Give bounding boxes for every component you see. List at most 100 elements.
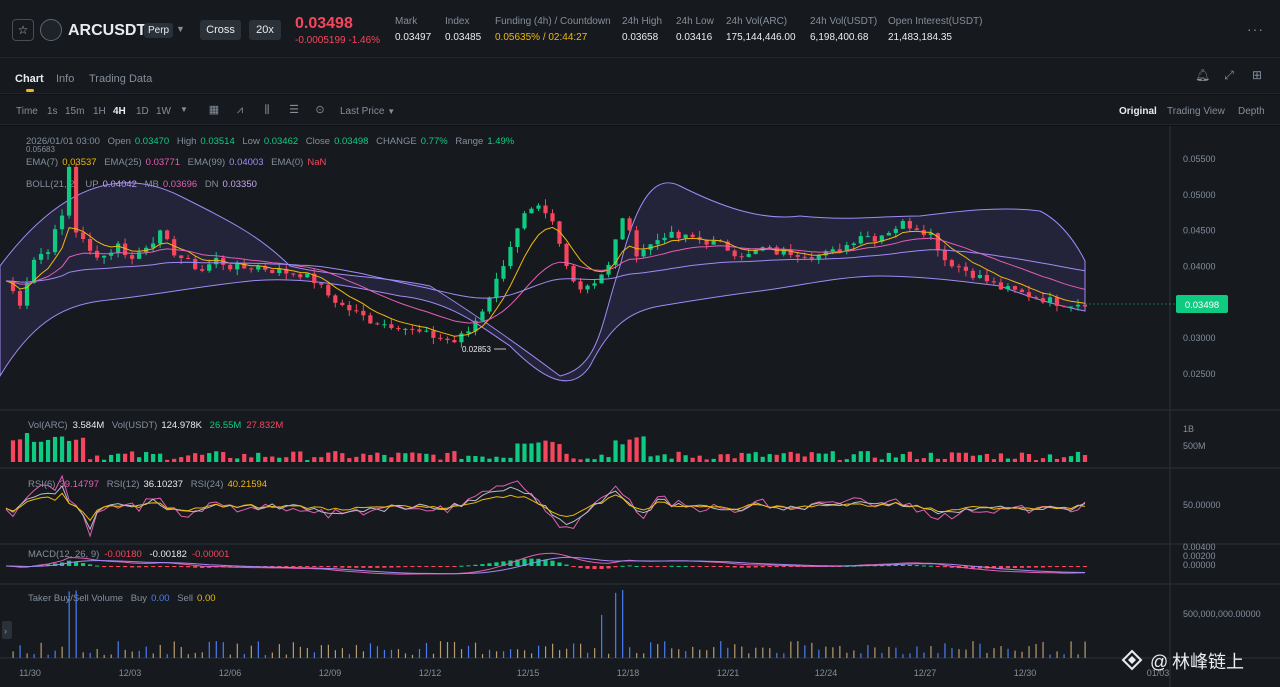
- candle-type-icon[interactable]: ⫼: [264, 104, 270, 116]
- candle-body: [501, 266, 506, 279]
- bollinger-band: [0, 182, 1086, 382]
- chevron-down-icon[interactable]: ▼: [176, 24, 185, 34]
- volume-bar: [249, 457, 254, 462]
- clock-icon[interactable]: ⊙: [315, 104, 325, 116]
- candle-body: [963, 266, 968, 271]
- macd-bar: [480, 564, 485, 566]
- taker-bar: [96, 648, 98, 658]
- taker-bar: [341, 648, 344, 658]
- taker-bar: [1056, 651, 1058, 658]
- volume-bar: [977, 455, 983, 462]
- layout-grid-icon[interactable]: ⊞: [1251, 68, 1263, 82]
- fullscreen-icon[interactable]: ⤢: [1224, 68, 1234, 82]
- candle-body: [879, 235, 884, 242]
- view-trading-view[interactable]: Trading View: [1167, 106, 1225, 117]
- candle-body: [130, 255, 135, 259]
- price-type-select[interactable]: Last Price ▼: [340, 106, 396, 117]
- candle-body: [1047, 297, 1053, 303]
- high-marker-label: 0.05683: [26, 145, 55, 154]
- leverage-button[interactable]: 20x: [249, 20, 281, 40]
- macd-bar: [949, 566, 954, 568]
- taker-axis: 500,000,000.00000: [1183, 609, 1261, 619]
- ohlc-legend: 2026/01/01 03:00 Open 0.03470 High 0.03514…: [26, 136, 515, 147]
- taker-bar: [734, 644, 736, 658]
- more-options-icon[interactable]: ···: [1247, 21, 1264, 37]
- taker-bar: [89, 652, 91, 658]
- candle-body: [1026, 292, 1032, 298]
- taker-bar: [692, 646, 694, 658]
- candle-body: [389, 324, 394, 329]
- volume-bar: [410, 452, 415, 462]
- macd-bar: [123, 566, 128, 568]
- price-axis-tick: 0.05500: [1183, 154, 1216, 164]
- taker-bar: [453, 641, 456, 658]
- settings-sliders-icon[interactable]: ☰: [289, 104, 299, 116]
- macd-bar: [599, 566, 604, 569]
- macd-bar: [158, 566, 163, 567]
- view-original[interactable]: Original: [1119, 106, 1157, 117]
- candle-body: [38, 253, 44, 260]
- volume-bar: [144, 452, 149, 462]
- volume-bar: [907, 451, 912, 462]
- tab-trading-data[interactable]: Trading Data: [89, 73, 153, 85]
- candle-body: [277, 268, 282, 274]
- time-axis-label: 12/12: [419, 668, 442, 678]
- ema25-line: [5, 237, 1086, 324]
- volume-bar: [641, 436, 646, 462]
- chart-canvas[interactable]: 2026/01/01 03:00 Open 0.03470 High 0.03514…: [0, 126, 1280, 687]
- taker-bar: [594, 648, 596, 658]
- macd-bar: [494, 562, 499, 566]
- timeframe-1s[interactable]: 1s: [47, 106, 58, 117]
- macd-bar: [473, 564, 478, 566]
- taker-bar: [923, 652, 925, 658]
- taker-bar: [860, 653, 862, 658]
- scroll-handle[interactable]: [2, 621, 12, 639]
- candle-body: [837, 249, 842, 252]
- candle-body: [830, 249, 835, 252]
- stat-24h-vol-usdt: 24h Vol(USDT) 6,198,400.68: [810, 16, 878, 43]
- candle-body: [333, 295, 338, 303]
- volume-bar: [669, 458, 674, 462]
- candle-body: [802, 256, 807, 258]
- view-depth[interactable]: Depth: [1238, 106, 1265, 117]
- calendar-icon[interactable]: ▦: [208, 104, 220, 116]
- timeframe-4h[interactable]: 4H: [113, 106, 126, 117]
- symbol-name[interactable]: ARCUSDT: [68, 22, 147, 39]
- chart-area[interactable]: 2026/01/01 03:00 Open 0.03470 High 0.03514…: [0, 126, 1280, 687]
- timeframe-1h[interactable]: 1H: [93, 106, 106, 117]
- taker-bar: [166, 654, 168, 658]
- candle-body: [641, 249, 646, 257]
- macd-bar: [683, 565, 688, 567]
- macd-bar: [648, 566, 653, 567]
- chevron-right-icon[interactable]: ›: [4, 626, 7, 636]
- volume-bar: [613, 440, 618, 462]
- candle-body: [101, 255, 107, 258]
- timeframe-1d[interactable]: 1D: [136, 106, 149, 117]
- alert-bell-icon[interactable]: 🔔︎: [1195, 68, 1211, 82]
- indicator-icon[interactable]: ⩘: [236, 104, 244, 116]
- timeframe-1w[interactable]: 1W: [156, 106, 171, 117]
- timeframe-time[interactable]: Time: [16, 106, 38, 117]
- stat-funding: Funding (4h) / Countdown 0.05635% / 02:44…: [495, 16, 611, 43]
- volume-bar: [24, 433, 30, 462]
- taker-bar: [769, 648, 771, 658]
- candle-body: [73, 166, 79, 233]
- taker-bar: [762, 647, 764, 658]
- volume-bar: [767, 454, 772, 462]
- tab-chart[interactable]: Chart: [15, 73, 44, 85]
- tab-info[interactable]: Info: [56, 73, 75, 85]
- time-axis-label: 12/21: [717, 668, 740, 678]
- macd-bar: [172, 566, 177, 567]
- favorite-star-icon[interactable]: ☆: [12, 19, 34, 41]
- coin-logo-icon: [40, 19, 62, 41]
- candle-body: [844, 245, 849, 252]
- timeframe-15m[interactable]: 15m: [65, 106, 85, 117]
- taker-bar: [236, 643, 238, 658]
- macd-bar: [921, 565, 926, 567]
- volume-bar: [417, 453, 422, 462]
- taker-bar: [1035, 643, 1037, 658]
- candle-body: [1040, 298, 1046, 303]
- margin-mode-button[interactable]: Cross: [200, 20, 241, 40]
- chevron-down-icon[interactable]: ▼: [180, 105, 188, 114]
- volume-bar: [627, 439, 632, 462]
